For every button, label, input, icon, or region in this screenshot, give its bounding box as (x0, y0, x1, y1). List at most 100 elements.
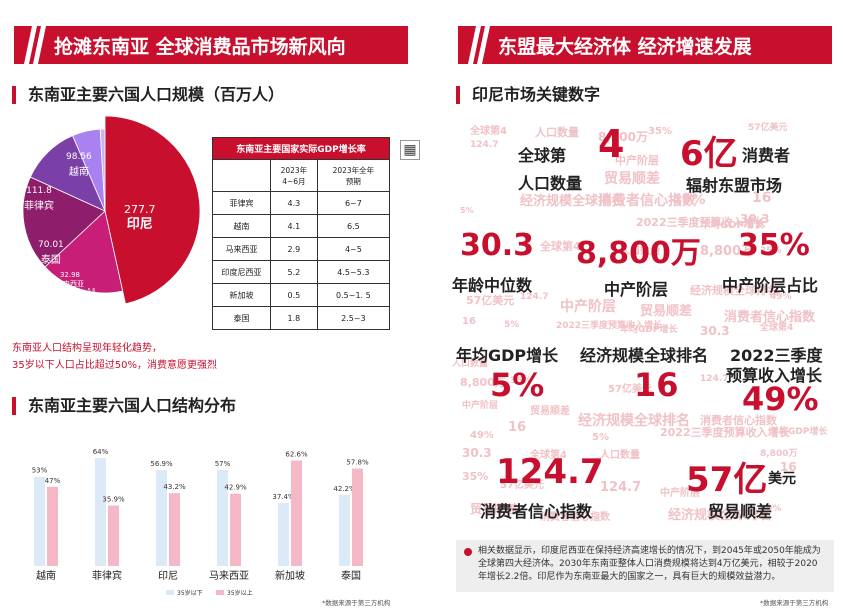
background-keyword: 8,800万 (460, 376, 506, 389)
stat-budget-value: 49% (742, 380, 819, 418)
background-keyword: 16 (780, 460, 797, 474)
background-keyword: 30.3 (740, 212, 770, 226)
background-keyword: 8,800万 (700, 244, 755, 259)
background-keyword: 全球第4 (470, 126, 507, 137)
background-keyword: 年均GDP增长 (620, 325, 678, 335)
stat-rank-label: 人口数量 (518, 174, 583, 193)
legend-swatch (216, 590, 224, 595)
background-keyword: 35% (760, 246, 782, 256)
background-keyword: 124.7 (470, 140, 499, 150)
background-keyword: 57亿美元 (500, 480, 544, 491)
background-keyword: 16 (508, 420, 527, 435)
bar-value-label: 47% (45, 477, 61, 485)
background-keyword: 消费者信心指数 (598, 193, 696, 209)
structure-title: 东南亚主要六国人口结构分布 (12, 397, 236, 415)
background-keyword: 2022三季度预算收入增长 (636, 216, 766, 229)
background-keyword: 5% (592, 432, 609, 443)
source-note-right: *数据来源于第三方机构 (760, 599, 829, 607)
background-keyword: 57亿美元 (466, 294, 515, 307)
background-keyword: 2022三季度预算收入增长 (660, 426, 790, 439)
table-q: 2.9 (270, 237, 318, 261)
background-keyword: 8,800万 (598, 130, 648, 144)
population-note-line1: 东南亚人口结构呈现年轻化趋势， (12, 343, 162, 354)
background-keyword: 消费者信心指数 (724, 310, 816, 325)
background-keyword: 49% (770, 292, 792, 302)
pie-slice (104, 115, 201, 305)
pie-label-malaysia: 32.98 马来西亚 (56, 271, 84, 289)
left-banner: 抢滩东南亚 全球消费品市场新风向 (14, 26, 408, 64)
pie-label-singapore: 5.6 新加坡 (84, 288, 99, 300)
pie-value-indonesia: 277.7 (124, 203, 156, 216)
background-keyword: 全球第4 (530, 450, 567, 461)
stat-middle-class-value: 8,800万 (576, 236, 701, 271)
background-keyword: 年均GDP增长 (700, 220, 764, 231)
table-q: 4.1 (270, 214, 318, 238)
background-keyword: 全球第4 (760, 323, 794, 333)
background-keyword: 35% (648, 126, 672, 137)
pie-country-vietnam: 越南 (68, 167, 89, 178)
background-keyword: 中产阶层 (560, 299, 616, 315)
background-keyword: 2022三季度预算收入增长 (556, 321, 663, 331)
gdp-table: 东南亚主要国家实际GDP增长率 2023年 4~6月 2023年全年 预期 菲律… (212, 137, 391, 330)
x-tick-label: 越南 (36, 569, 56, 582)
table-year: 4~5 (316, 237, 391, 261)
pie-country-malaysia: 马来西亚 (56, 280, 84, 288)
table-year: 2.5~3 (316, 306, 391, 330)
indonesia-note-text: 相关数据显示，印度尼西亚在保持经济高速增长的情况下，到2045年或2050年能成… (478, 546, 821, 582)
bar-value-label: 64% (93, 448, 109, 456)
pie-value-vietnam: 98.56 (66, 152, 92, 162)
background-keyword: 贸易顺差 (530, 406, 570, 417)
background-keyword: 消费者信心指数 (540, 512, 610, 523)
background-keyword: 49% (760, 504, 782, 514)
table-year: 6.5 (316, 214, 391, 238)
legend-label: 35岁以下 (177, 589, 203, 597)
table-row: 印度尼西亚 5.2 4.5~5.3 (212, 260, 391, 284)
background-keyword: 年均GDP增长 (770, 427, 828, 437)
bar (230, 493, 241, 566)
table-q: 1.8 (270, 306, 318, 330)
stat-median-age-value: 30.3 (460, 228, 535, 263)
background-keyword: 全球第4 (540, 240, 581, 253)
population-note: 东南亚人口结构呈现年轻化趋势， 35岁以下人口占比超过50%，消费意愿更强烈 (12, 340, 312, 374)
background-keyword: 经济规模全球排名 (690, 284, 778, 297)
gdp-table-col1: 2023年 4~6月 (270, 159, 318, 192)
x-tick-label: 马来西亚 (209, 570, 249, 582)
legend-label: 35岁以上 (227, 589, 253, 597)
bar (291, 460, 302, 566)
gdp-table-corner (212, 159, 271, 192)
left-banner-text: 抢滩东南亚 全球消费品市场新风向 (54, 35, 346, 58)
background-keyword: 人口数量 (452, 359, 489, 369)
legend-swatch (166, 590, 174, 595)
bar (95, 458, 106, 566)
stat-budget-label2: 预算收入增长 (726, 366, 823, 385)
bar-value-label: 56.9% (150, 460, 173, 468)
stat-budget-label: 2022三季度 (730, 346, 823, 365)
stat-economy-rank-value: 16 (634, 366, 679, 404)
stat-consumers-value: 6亿 (680, 134, 738, 174)
gdp-table-title: 东南亚主要国家实际GDP增长率 (212, 137, 390, 160)
qr-code-icon[interactable]: ▦ (400, 140, 420, 160)
stat-trade-label: 贸易顺差 (708, 502, 773, 521)
table-year: 6~7 (316, 191, 391, 215)
stat-rank-value: 4 (598, 122, 625, 166)
pie-label-philippines: 111.8 菲律宾 (24, 184, 54, 214)
background-keyword: 16 (462, 316, 476, 327)
pie-country-singapore: 新加坡 (84, 294, 100, 300)
pie-value-singapore: 5.6 (87, 288, 96, 294)
background-keyword: 贸易顺差 (604, 171, 660, 187)
background-keyword: 16 (752, 190, 772, 206)
background-keyword: 消费者信心指数 (700, 414, 777, 427)
bar (339, 494, 350, 566)
table-row: 新加坡 0.5 0.5~1. 5 (212, 283, 391, 307)
table-country: 泰国 (212, 306, 271, 330)
stat-economy-rank-label: 经济规模全球排名 (580, 346, 709, 365)
bar (278, 502, 289, 566)
bar-value-label: 43.2% (163, 483, 186, 491)
stat-middle-share-value: 35% (738, 228, 810, 263)
background-keyword: 经济规模全球排名 (578, 413, 690, 429)
bar (47, 486, 58, 566)
pie-country-thailand: 泰国 (40, 255, 61, 266)
age-structure-bar-chart: 53% 47% 越南 64% 35.9% 菲律宾 56.9% 43.2% 印尼 57% 42.9% 马… (32, 448, 369, 597)
background-keyword: 贸易顺差 (470, 502, 519, 516)
x-tick-label: 印尼 (158, 570, 178, 582)
